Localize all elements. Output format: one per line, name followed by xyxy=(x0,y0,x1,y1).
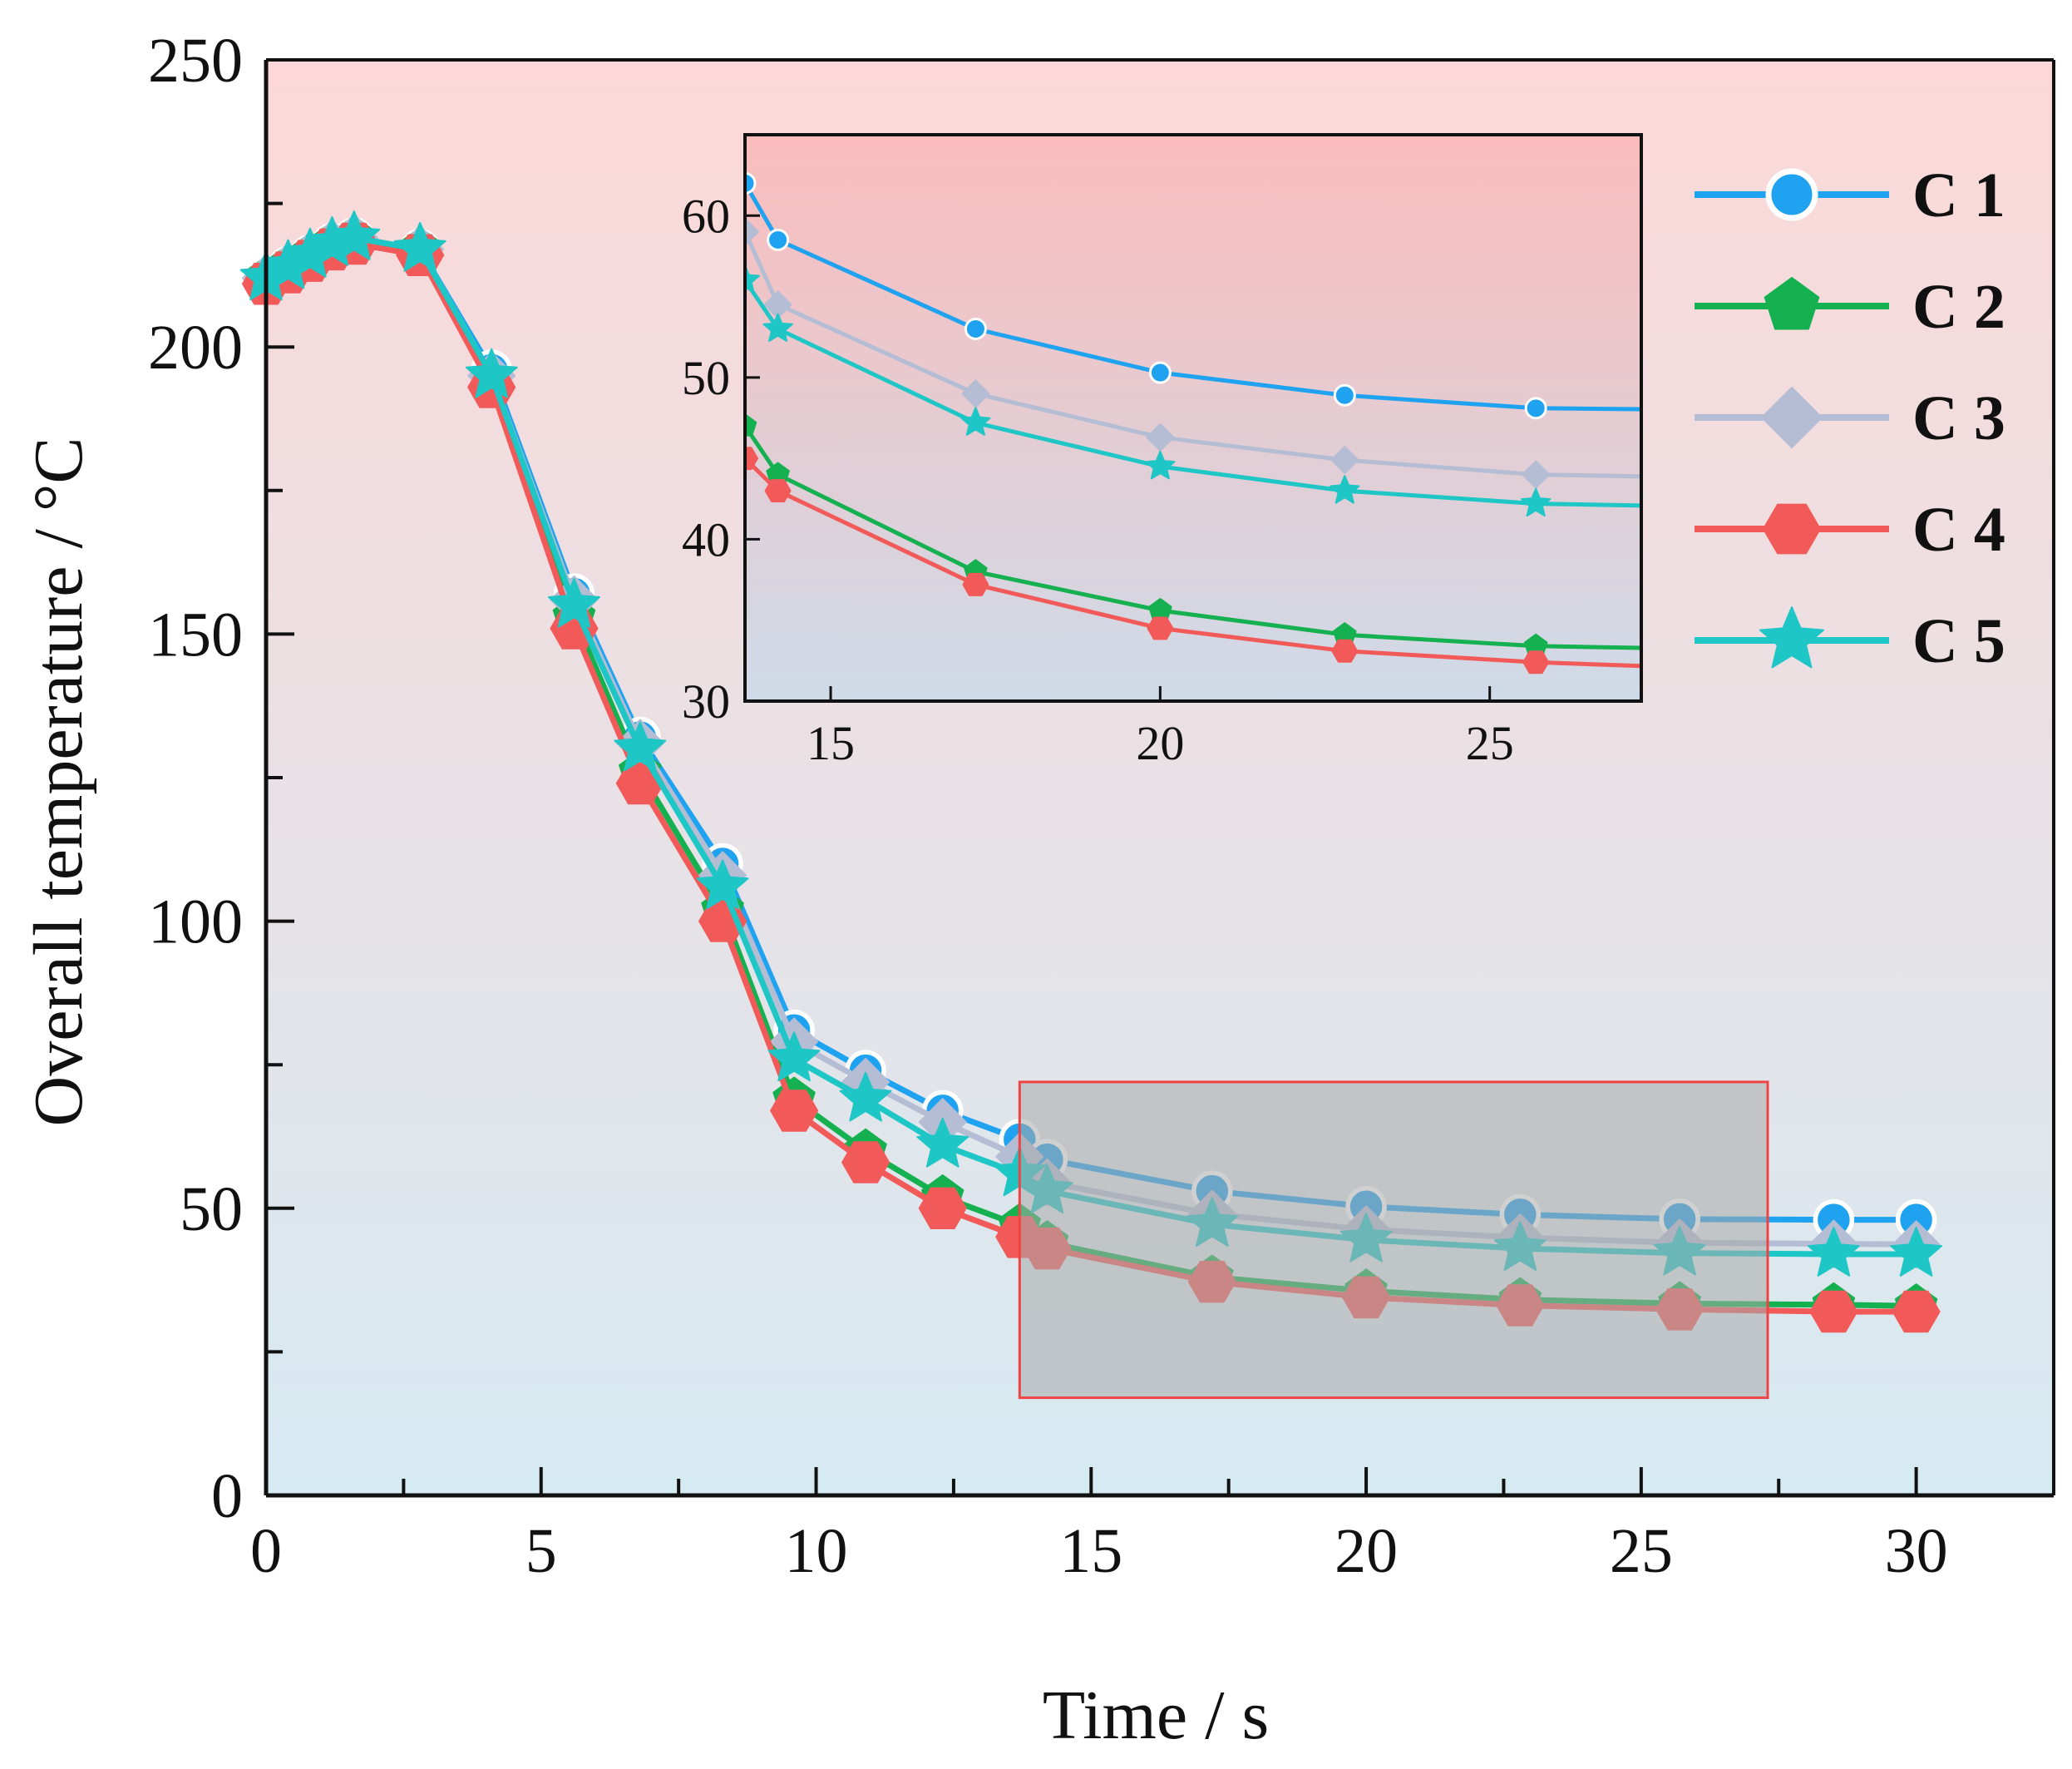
data-point-c5 xyxy=(767,1031,821,1082)
x-tick-label: 20 xyxy=(1334,1516,1398,1586)
x-tick-label: 25 xyxy=(1610,1516,1673,1586)
legend-marker-c3 xyxy=(1761,387,1823,448)
data-point-c5 xyxy=(393,221,446,272)
inset-y-tick-label: 50 xyxy=(682,351,730,405)
inset-data-point-c4 xyxy=(745,447,758,471)
inset-data-point-c4 xyxy=(1147,616,1174,640)
inset-data-point-c3 xyxy=(745,217,759,246)
inset-y-tick-label: 30 xyxy=(682,674,730,729)
inset-frame xyxy=(743,133,1643,703)
inset-data-point-c5 xyxy=(1330,475,1360,504)
inset-data-point-c5 xyxy=(1145,450,1176,480)
legend-label-c3: C 3 xyxy=(1912,383,2005,453)
y-tick-label: 200 xyxy=(148,313,243,383)
inset-plot: 15 20 25 30 40 50 60 xyxy=(682,133,1643,770)
inset-series-line-c4 xyxy=(745,455,1641,669)
data-point-c4 xyxy=(1809,1290,1858,1333)
inset-y-tick-label: 60 xyxy=(682,189,730,243)
x-tick-label: 30 xyxy=(1885,1516,1948,1586)
inset-data-point-c4 xyxy=(1522,650,1550,674)
inset-data-point-c1 xyxy=(767,228,790,251)
inset-data-point-c3 xyxy=(1330,446,1359,475)
inset-x-tick-label: 20 xyxy=(1136,716,1184,770)
data-point-c4 xyxy=(770,1090,819,1132)
data-point-c5 xyxy=(465,348,518,398)
inset-series-group xyxy=(745,171,1641,674)
inset-data-point-c1 xyxy=(1524,397,1547,420)
data-point-c5 xyxy=(1890,1227,1942,1277)
data-point-c4 xyxy=(918,1187,967,1229)
y-tick-label: 150 xyxy=(148,600,243,670)
data-point-c4 xyxy=(841,1141,890,1183)
inset-background xyxy=(745,135,1641,701)
inset-data-point-c1 xyxy=(745,171,757,195)
legend-label-c1: C 1 xyxy=(1912,161,2005,230)
inset-series-line-c5 xyxy=(745,277,1641,508)
data-point-c5 xyxy=(328,210,381,260)
legend-label-c4: C 4 xyxy=(1912,495,2005,565)
inset-series-line-c2 xyxy=(745,422,1641,650)
x-tick-label: 10 xyxy=(785,1516,848,1586)
inset-y-tick-label: 40 xyxy=(682,512,730,566)
zoom-highlight-box xyxy=(1018,1080,1769,1400)
inset-x-tick-label: 15 xyxy=(807,716,855,770)
inset-data-point-c1 xyxy=(964,317,987,340)
inset-data-point-c2 xyxy=(745,413,757,437)
inset-data-point-c5 xyxy=(1521,487,1552,517)
y-tick-label: 100 xyxy=(148,887,243,957)
inset-data-point-c5 xyxy=(960,407,991,436)
data-point-c5 xyxy=(548,577,600,628)
inset-data-point-c4 xyxy=(962,572,989,596)
y-tick-label: 0 xyxy=(211,1461,243,1531)
inset-data-point-c4 xyxy=(764,479,792,502)
inset-data-point-c5 xyxy=(745,264,761,294)
legend-label-c2: C 2 xyxy=(1912,272,2005,342)
legend-marker-c5 xyxy=(1759,606,1824,669)
legend-marker-c4 xyxy=(1763,503,1821,555)
inset-series-line-c3 xyxy=(745,229,1641,479)
x-tick-label: 15 xyxy=(1059,1516,1122,1586)
x-tick-label: 5 xyxy=(525,1516,557,1586)
inset-data-point-c1 xyxy=(1333,383,1356,407)
y-axis-title: Overall temperature / °C xyxy=(20,437,97,1127)
inset-series-line-c1 xyxy=(745,180,1641,412)
data-point-c5 xyxy=(1808,1227,1860,1277)
y-tick-label: 50 xyxy=(180,1174,243,1244)
legend-marker-c2 xyxy=(1764,277,1820,330)
inset-data-point-c3 xyxy=(1146,422,1175,452)
x-tick-label: 0 xyxy=(250,1516,282,1586)
x-axis-title: Time / s xyxy=(1043,1677,1269,1754)
inset-data-point-c1 xyxy=(1148,361,1172,384)
data-point-c5 xyxy=(839,1071,892,1122)
data-point-c5 xyxy=(696,859,749,910)
data-point-c5 xyxy=(916,1117,969,1168)
legend: C 1 C 2 C 3 C 4 C 5 xyxy=(1695,161,2005,676)
inset-x-tick-label: 25 xyxy=(1466,716,1514,770)
legend-marker-c1 xyxy=(1765,168,1818,221)
data-point-c5 xyxy=(614,721,667,772)
y-tick-label: 250 xyxy=(148,26,243,96)
inset-data-point-c4 xyxy=(1331,639,1359,663)
inset-data-point-c3 xyxy=(961,379,990,408)
data-point-c4 xyxy=(1892,1290,1941,1333)
inset-data-point-c5 xyxy=(762,313,793,342)
legend-label-c5: C 5 xyxy=(1912,606,2005,676)
